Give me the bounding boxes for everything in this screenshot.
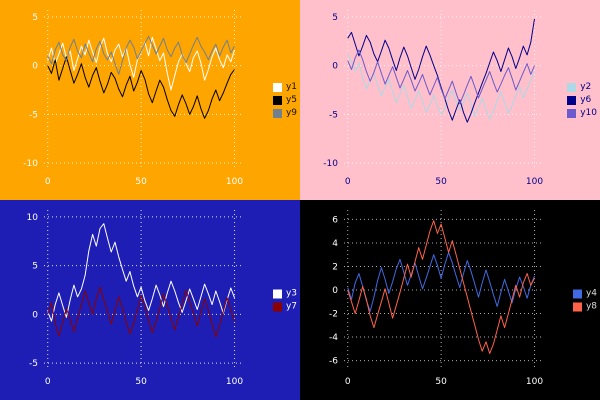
y-tick-label: -5 (329, 110, 338, 120)
chart-panel-top-left: 0 50 100 5 0 -5 -10 y1 y5 y9 (0, 0, 300, 200)
legend-item-y1: y1 (272, 82, 297, 92)
legend-item-y5: y5 (272, 95, 297, 105)
x-tick-label: 100 (226, 177, 243, 187)
legend-swatch-y10 (567, 108, 577, 118)
chart-panel-bottom-left: 0 50 100 10 5 0 -5 y3 y7 (0, 200, 300, 400)
legend-swatch-y6 (567, 95, 577, 105)
legend-label-y2: y2 (580, 82, 592, 92)
y-tick-label: 0 (32, 62, 38, 72)
legend-item-y9: y9 (272, 108, 297, 118)
legend-item-y7: y7 (272, 301, 297, 312)
legend-swatch-y8 (572, 302, 582, 311)
chart-panel-top-right: 0 50 100 5 0 -5 -10 y2 y6 y10 (300, 0, 600, 200)
y-tick-label: -10 (323, 159, 338, 169)
legend-swatch-y9 (272, 108, 282, 118)
legend-item-y2: y2 (567, 82, 597, 92)
y-tick-label: 5 (332, 13, 338, 23)
series-y3-line (47, 223, 235, 322)
series-y9-line (47, 35, 235, 75)
legend-label-y6: y6 (580, 95, 592, 105)
legend-item-y4: y4 (572, 288, 597, 299)
x-tick-label: 50 (135, 177, 147, 187)
legend-swatch-y1 (272, 82, 282, 92)
legend-item-y6: y6 (567, 95, 597, 105)
x-tick-label: 0 (345, 377, 351, 387)
legend-item-y3: y3 (272, 288, 297, 299)
chart-bottom-right-plot: 0 50 100 6 4 2 0 -2 -4 -6 (329, 210, 543, 387)
y-tick-label: -5 (29, 110, 38, 120)
y-tick-label: 6 (332, 215, 338, 225)
y-tick-label: 2 (332, 262, 338, 272)
x-tick-label: 50 (135, 377, 147, 387)
series-y5-line (47, 56, 235, 119)
legend-item-y10: y10 (567, 108, 597, 118)
legend-bottom-left: y3 y7 (272, 288, 297, 312)
legend-label-y10: y10 (580, 108, 597, 118)
y-tick-label: 0 (332, 62, 338, 72)
y-tick-label: 4 (332, 239, 338, 249)
series-y8-line (347, 220, 535, 354)
legend-label-y3: y3 (285, 288, 297, 299)
y-tick-label: 5 (32, 262, 38, 272)
legend-label-y7: y7 (285, 301, 297, 312)
y-tick-label: -5 (29, 359, 38, 369)
legend-label-y4: y4 (585, 288, 597, 299)
x-tick-label: 100 (526, 177, 543, 187)
series-y7-line (47, 286, 235, 338)
x-tick-label: 0 (345, 177, 351, 187)
legend-top-left: y1 y5 y9 (272, 82, 297, 118)
series-y10-line (347, 49, 535, 105)
chart-panel-bottom-right: 0 50 100 6 4 2 0 -2 -4 -6 y4 y8 (300, 200, 600, 400)
y-tick-label: -4 (329, 333, 338, 343)
x-tick-label: 0 (45, 377, 51, 387)
legend-bottom-right: y4 y8 (572, 288, 597, 312)
legend-top-right: y2 y6 y10 (567, 82, 597, 118)
series-y6-line (347, 18, 535, 123)
legend-swatch-y5 (272, 95, 282, 105)
y-tick-label: 10 (27, 213, 39, 223)
x-tick-label: 50 (435, 177, 447, 187)
y-tick-label: -2 (329, 310, 338, 320)
legend-swatch-y7 (272, 302, 282, 311)
legend-label-y9: y9 (285, 108, 297, 118)
y-tick-label: -6 (329, 357, 338, 367)
legend-swatch-y4 (572, 289, 582, 298)
y-tick-label: -10 (23, 159, 38, 169)
legend-item-y8: y8 (572, 301, 597, 312)
x-tick-label: 0 (45, 177, 51, 187)
y-tick-label: 0 (32, 310, 38, 320)
legend-label-y8: y8 (585, 301, 597, 312)
x-tick-label: 50 (435, 377, 447, 387)
legend-swatch-y2 (567, 82, 577, 92)
legend-label-y5: y5 (285, 95, 297, 105)
x-tick-label: 100 (226, 377, 243, 387)
x-tick-label: 100 (526, 377, 543, 387)
legend-label-y1: y1 (285, 82, 297, 92)
series-y2-line (347, 53, 535, 120)
series-y4-line (347, 251, 535, 312)
y-tick-label: 0 (332, 286, 338, 296)
legend-swatch-y3 (272, 289, 282, 298)
y-tick-label: 5 (32, 13, 38, 23)
